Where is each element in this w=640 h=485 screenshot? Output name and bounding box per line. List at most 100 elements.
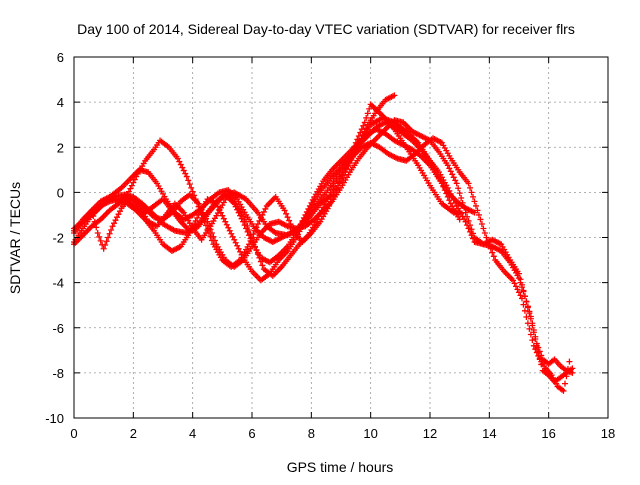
data-point — [520, 287, 527, 294]
data-point — [105, 234, 112, 241]
data-point — [366, 105, 373, 112]
y-tick-label: -8 — [52, 366, 64, 381]
data-point — [253, 247, 260, 254]
data-point — [462, 209, 469, 216]
data-point — [449, 171, 456, 178]
data-point — [257, 214, 264, 221]
data-point — [243, 218, 250, 225]
data-point — [532, 346, 539, 353]
data-point — [174, 155, 181, 162]
data-point — [246, 226, 253, 233]
data-point — [533, 342, 540, 349]
data-point — [128, 182, 135, 189]
data-point — [483, 234, 490, 241]
data-point — [514, 286, 521, 293]
data-point — [532, 336, 539, 343]
data-point — [203, 215, 210, 222]
data-point — [262, 205, 269, 212]
data-point — [185, 177, 192, 184]
data-point — [456, 190, 463, 197]
data-point — [186, 229, 193, 236]
x-tick-label: 10 — [363, 426, 377, 441]
data-point — [459, 199, 466, 206]
data-point — [489, 249, 496, 256]
data-point — [176, 158, 183, 165]
data-point — [225, 224, 232, 231]
data-point — [481, 229, 488, 236]
data-point — [130, 179, 137, 186]
x-tick-label: 4 — [189, 426, 196, 441]
data-point — [449, 193, 456, 200]
data-point — [329, 186, 336, 193]
data-point — [259, 262, 266, 269]
x-tick-label: 12 — [423, 426, 437, 441]
data-point — [523, 314, 530, 321]
data-point — [518, 281, 525, 288]
chart-title: Day 100 of 2014, Sidereal Day-to-day VTE… — [77, 21, 575, 37]
x-tick-label: 2 — [130, 426, 137, 441]
data-point — [464, 222, 471, 229]
data-point — [112, 217, 119, 224]
data-point — [511, 280, 518, 287]
data-point — [216, 206, 223, 213]
data-point — [192, 217, 199, 224]
data-point — [109, 223, 116, 230]
data-markers — [71, 92, 576, 394]
data-point — [524, 304, 531, 311]
series-track-6 — [71, 135, 573, 394]
data-point — [183, 173, 190, 180]
data-point — [467, 228, 474, 235]
data-point — [308, 204, 315, 211]
data-point — [188, 184, 195, 191]
data-point — [106, 230, 113, 237]
y-tick-label: -2 — [52, 231, 64, 246]
data-point — [204, 218, 211, 225]
data-point — [309, 201, 316, 208]
data-point — [222, 218, 229, 225]
data-point — [182, 170, 189, 177]
data-point — [446, 165, 453, 172]
y-tick-label: 0 — [57, 185, 64, 200]
data-point — [465, 217, 472, 224]
data-point — [281, 207, 288, 214]
data-point — [302, 216, 309, 223]
data-point — [358, 126, 365, 133]
data-point — [526, 310, 533, 317]
data-point — [219, 212, 226, 219]
y-tick-label: 4 — [57, 95, 64, 110]
data-point — [103, 238, 110, 245]
data-point — [391, 92, 398, 99]
data-point — [96, 233, 103, 240]
data-point — [450, 174, 457, 181]
y-tick-label: 6 — [57, 50, 64, 65]
data-point — [516, 289, 522, 296]
y-tick-label: -6 — [52, 321, 64, 336]
data-point — [472, 202, 479, 209]
data-point — [114, 214, 121, 221]
data-point — [97, 237, 104, 244]
data-point — [468, 189, 475, 196]
data-point — [300, 219, 307, 226]
data-point — [474, 207, 481, 214]
data-point — [453, 180, 460, 187]
y-tick-label: -10 — [45, 411, 64, 426]
data-point — [188, 226, 195, 233]
data-point — [244, 222, 251, 229]
data-point — [524, 320, 531, 327]
y-tick-label: 2 — [57, 140, 64, 155]
data-point — [530, 329, 537, 336]
data-point — [467, 184, 474, 191]
data-point — [318, 207, 325, 214]
data-point — [88, 207, 95, 214]
data-point — [94, 229, 101, 236]
x-tick-label: 16 — [541, 426, 555, 441]
data-point — [360, 122, 367, 129]
data-point — [446, 187, 453, 194]
data-point — [461, 204, 468, 211]
data-point — [111, 220, 118, 227]
data-point — [213, 200, 220, 207]
x-tick-label: 14 — [482, 426, 496, 441]
data-point — [527, 315, 534, 322]
data-point — [324, 195, 331, 202]
data-point — [177, 161, 184, 168]
